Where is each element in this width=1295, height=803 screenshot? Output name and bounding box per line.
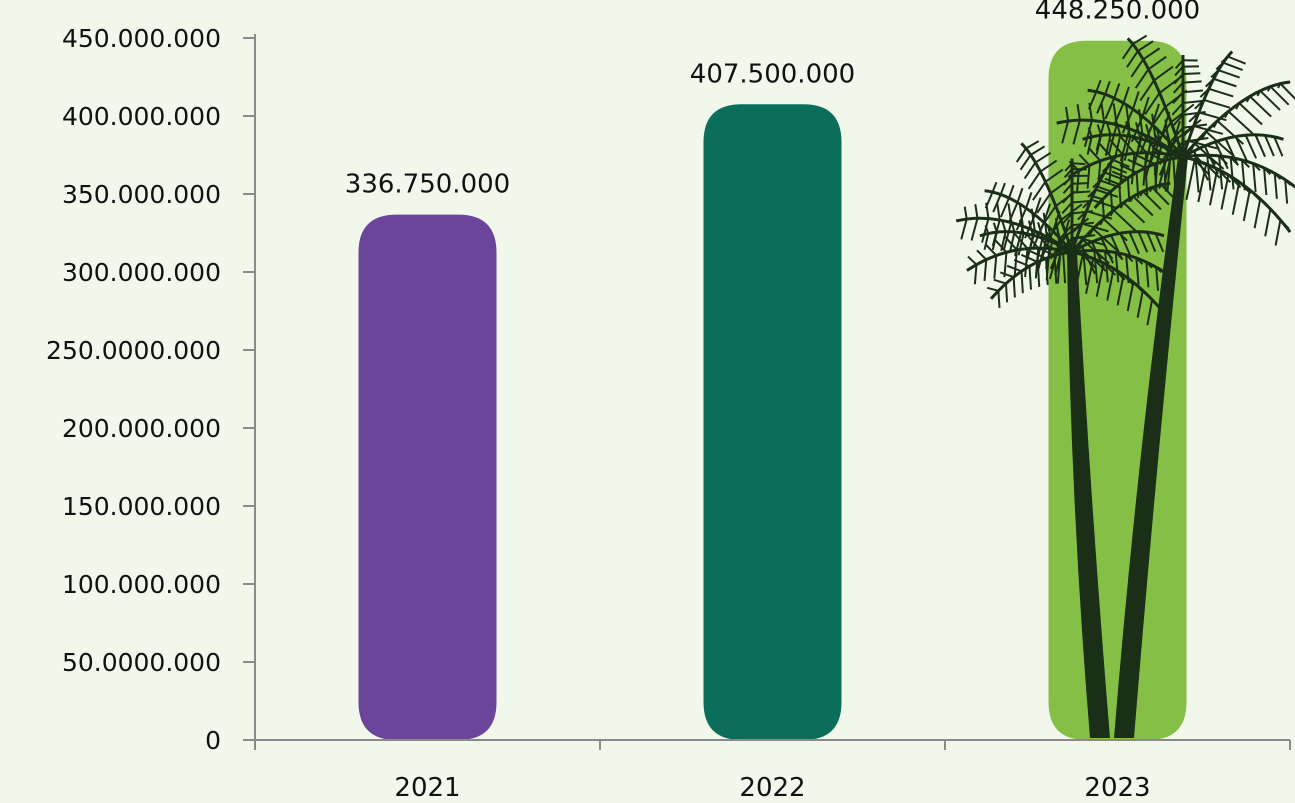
- axes-layer: [243, 34, 1291, 750]
- y-tick-label: 0: [205, 726, 221, 755]
- palm-trees-icon: [955, 34, 1295, 738]
- x-tick-label-2023: 2023: [1084, 773, 1150, 803]
- y-tick-label: 150.000.000: [62, 492, 221, 521]
- y-tick-label: 450.000.000: [62, 24, 221, 53]
- y-tick-label: 200.000.000: [62, 414, 221, 443]
- y-tick-label: 250.0000.000: [46, 336, 221, 365]
- y-tick-label: 100.000.000: [62, 570, 221, 599]
- y-tick-label: 50.0000.000: [62, 648, 221, 677]
- y-tick-label: 350.000.000: [62, 180, 221, 209]
- y-tick-label: 300.000.000: [62, 258, 221, 287]
- bar-2021: [358, 214, 497, 741]
- bars-layer: [358, 40, 1187, 741]
- x-tick-label-2022: 2022: [739, 773, 805, 803]
- data-label-2023: 448.250.000: [1035, 0, 1200, 26]
- x-tick-label-2021: 2021: [394, 773, 460, 803]
- data-label-2022: 407.500.000: [690, 59, 855, 89]
- data-label-2021: 336.750.000: [345, 170, 510, 200]
- y-tick-label: 400.000.000: [62, 102, 221, 131]
- labels-layer: 336.750.000 407.500.000 448.250.000 0 50.000…: [46, 0, 1200, 803]
- bar-2022: [703, 104, 842, 741]
